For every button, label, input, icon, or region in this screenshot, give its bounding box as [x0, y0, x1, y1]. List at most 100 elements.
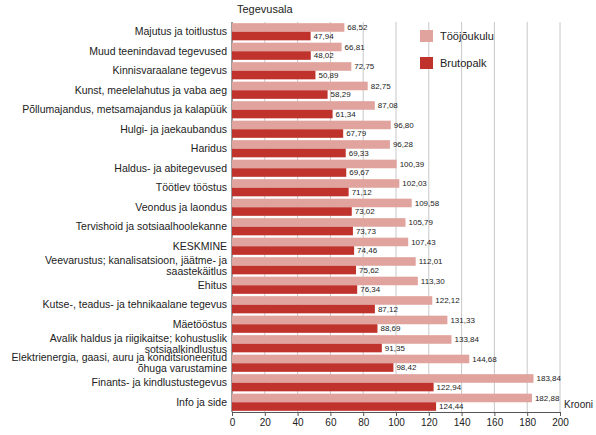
- x-tick: 100: [388, 412, 405, 428]
- x-tick-label: 40: [293, 417, 305, 428]
- x-tick: 180: [519, 412, 536, 428]
- x-tick-label: 80: [358, 417, 370, 428]
- bar: [232, 355, 469, 364]
- bar: [232, 43, 342, 52]
- bar: [232, 383, 434, 392]
- bar: [232, 266, 356, 275]
- bar: [232, 23, 344, 32]
- y-tick-label: Ehitus: [198, 279, 227, 291]
- data-label: 102,03: [402, 179, 427, 188]
- y-tick-label: Veevarustus; kanalisatsioon, jäätme- jas…: [45, 254, 227, 277]
- grid-line: [527, 22, 528, 412]
- x-tick-mark: [462, 412, 463, 416]
- grid-line: [428, 22, 429, 412]
- data-label: 131,33: [450, 316, 475, 325]
- data-label: 71,12: [352, 188, 373, 197]
- y-tick-label: Haridus: [191, 142, 227, 154]
- y-axis-line: [232, 22, 233, 412]
- x-tick: 0: [230, 412, 236, 428]
- bar: [232, 394, 532, 403]
- data-label: 113,30: [421, 277, 445, 286]
- x-tick: 200: [552, 412, 569, 428]
- x-tick-label: 0: [230, 417, 236, 428]
- bar: [232, 218, 405, 227]
- data-label: 122,94: [437, 383, 462, 392]
- bar: [232, 207, 352, 216]
- bar: [232, 238, 408, 247]
- data-label: 91,35: [385, 344, 406, 353]
- y-tick-label: Haldus- ja abitegevused: [114, 162, 227, 174]
- y-tick-label: Info ja side: [176, 396, 227, 408]
- y-axis-title: Tegevusala: [237, 3, 294, 15]
- grid-line: [560, 22, 561, 412]
- bar: [232, 324, 377, 333]
- bar: [232, 110, 333, 119]
- x-tick-mark: [330, 412, 331, 416]
- bar: [232, 316, 447, 325]
- x-tick-label: 60: [325, 417, 337, 428]
- data-label: 67,79: [346, 129, 367, 138]
- y-tick-label: Majutus ja toitlustus: [135, 25, 227, 37]
- data-label: 96,80: [394, 121, 415, 130]
- grid-line: [297, 22, 298, 412]
- chart: 68,5266,8172,7582,7587,0896,8096,28100,3…: [0, 0, 596, 435]
- x-tick-label: 140: [454, 417, 471, 428]
- x-tick: 120: [421, 412, 438, 428]
- legend-label: Tööjõukulu: [440, 30, 494, 42]
- bar: [232, 71, 315, 80]
- bar: [232, 188, 349, 197]
- data-labels: 68,5266,8172,7582,7587,0896,8096,28100,3…: [314, 23, 562, 411]
- x-tick: 40: [293, 412, 305, 428]
- bar: [232, 129, 343, 138]
- x-tick-mark: [429, 412, 430, 416]
- x-tick-mark: [298, 412, 299, 416]
- data-label: 112,01: [419, 257, 443, 266]
- grid-line: [232, 22, 233, 412]
- y-tick-labels: Majutus ja toitlustusMuud teenindavad te…: [12, 25, 228, 408]
- bar: [232, 32, 311, 41]
- bar: [232, 246, 354, 255]
- data-label: 124,44: [439, 402, 464, 411]
- data-label: 69,33: [349, 149, 370, 158]
- x-tick-mark: [265, 412, 266, 416]
- bar: [232, 62, 351, 71]
- data-label: 74,46: [357, 246, 378, 255]
- y-tick-label: Kinnisvaraalane tegevus: [113, 64, 227, 76]
- grid-line: [396, 22, 397, 412]
- data-label: 144,68: [472, 355, 497, 364]
- bar: [232, 51, 311, 60]
- bar: [232, 402, 436, 411]
- x-tick: 20: [260, 412, 272, 428]
- data-label: 72,75: [354, 62, 375, 71]
- data-label: 133,84: [454, 335, 479, 344]
- grid-line: [330, 22, 331, 412]
- data-label: 68,52: [347, 23, 368, 32]
- data-label: 75,62: [359, 266, 380, 275]
- x-axis: 0 20 40 60 80 100 120 140 160 180 200: [230, 412, 570, 428]
- data-label: 73,73: [356, 227, 377, 236]
- bars: [232, 23, 533, 411]
- bar: [232, 296, 432, 305]
- data-label: 82,75: [371, 82, 392, 91]
- bar: [232, 149, 346, 158]
- x-tick-mark: [494, 412, 495, 416]
- grid-line: [494, 22, 495, 412]
- data-label: 88,69: [380, 324, 401, 333]
- y-tick-label: Kutse-, teadus- ja tehnikaalane tegevus: [43, 298, 227, 310]
- data-label: 73,02: [355, 207, 376, 216]
- data-label: 58,29: [331, 90, 352, 99]
- x-tick: 160: [487, 412, 504, 428]
- x-tick-mark: [363, 412, 364, 416]
- legend-swatch: [420, 30, 433, 42]
- data-label: 87,08: [378, 101, 399, 110]
- data-label: 50,89: [318, 71, 339, 80]
- bar: [232, 344, 382, 353]
- y-tick-label: Töötlev tööstus: [156, 181, 227, 193]
- x-tick-mark: [396, 412, 397, 416]
- data-label: 122,12: [435, 296, 460, 305]
- bar: [232, 121, 391, 130]
- data-label: 105,79: [408, 218, 433, 227]
- x-tick-label: 20: [260, 417, 272, 428]
- x-axis-title: Krooni: [564, 399, 593, 410]
- x-tick: 140: [454, 412, 471, 428]
